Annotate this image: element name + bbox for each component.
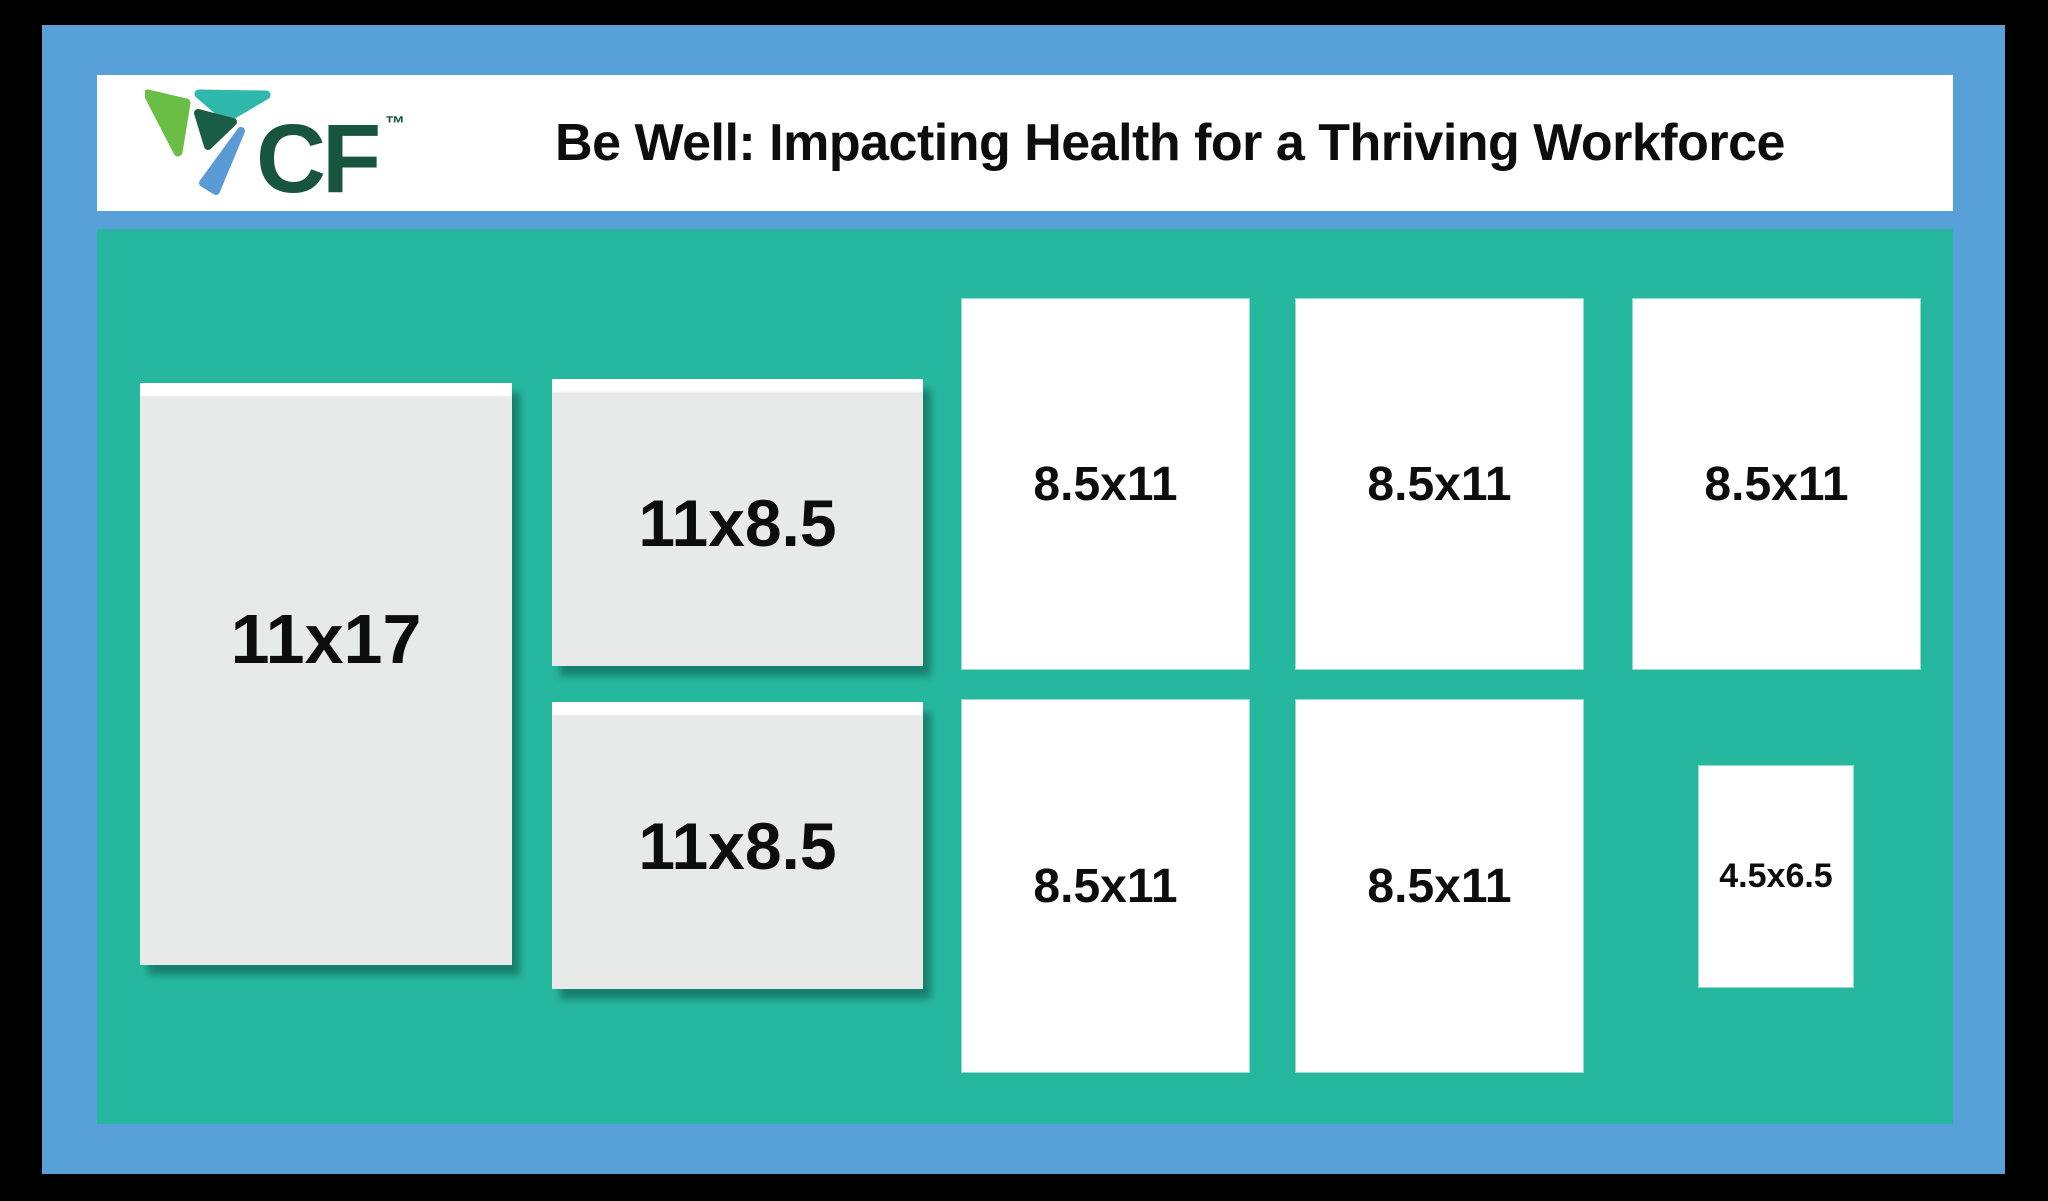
paper-label: 11x8.5 — [638, 808, 837, 883]
trademark-symbol: ™ — [385, 113, 405, 135]
paper-label: 8.5x11 — [1033, 457, 1178, 511]
title-container: Be Well: Impacting Health for a Thriving… — [427, 75, 1913, 211]
paper-label: 8.5x11 — [1367, 457, 1512, 511]
poster-title: Be Well: Impacting Health for a Thriving… — [555, 114, 1785, 172]
paper-8-5x11-row1-col3: 8.5x11 — [1633, 299, 1920, 669]
paper-label: 8.5x11 — [1704, 457, 1849, 511]
paper-label: 11x8.5 — [638, 485, 837, 560]
paper-8-5x11-row2-col2: 8.5x11 — [1296, 700, 1583, 1072]
teal-board: 11x17 11x8.5 11x8.5 8.5x11 8.5x11 8.5x11… — [97, 229, 1953, 1124]
blue-frame: CF ™ Be Well: Impacting Health for a Thr… — [42, 25, 2005, 1174]
cf-logo-icon: CF ™ — [145, 89, 405, 197]
paper-label: 11x17 — [230, 600, 422, 678]
paper-8-5x11-row1-col2: 8.5x11 — [1296, 299, 1583, 669]
paper-8-5x11-row2-col1: 8.5x11 — [962, 700, 1249, 1072]
cf-logo-letters: CF — [256, 104, 378, 197]
paper-4-5x6-5: 4.5x6.5 — [1699, 766, 1853, 987]
paper-11x8-5-top: 11x8.5 — [552, 379, 923, 666]
paper-11x8-5-bottom: 11x8.5 — [552, 702, 923, 989]
paper-label: 8.5x11 — [1033, 859, 1178, 913]
paper-11x17: 11x17 — [140, 383, 512, 965]
paper-label: 8.5x11 — [1367, 859, 1512, 913]
paper-8-5x11-row1-col1: 8.5x11 — [962, 299, 1249, 669]
paper-label: 4.5x6.5 — [1719, 857, 1833, 895]
header-bar: CF ™ Be Well: Impacting Health for a Thr… — [97, 75, 1953, 211]
